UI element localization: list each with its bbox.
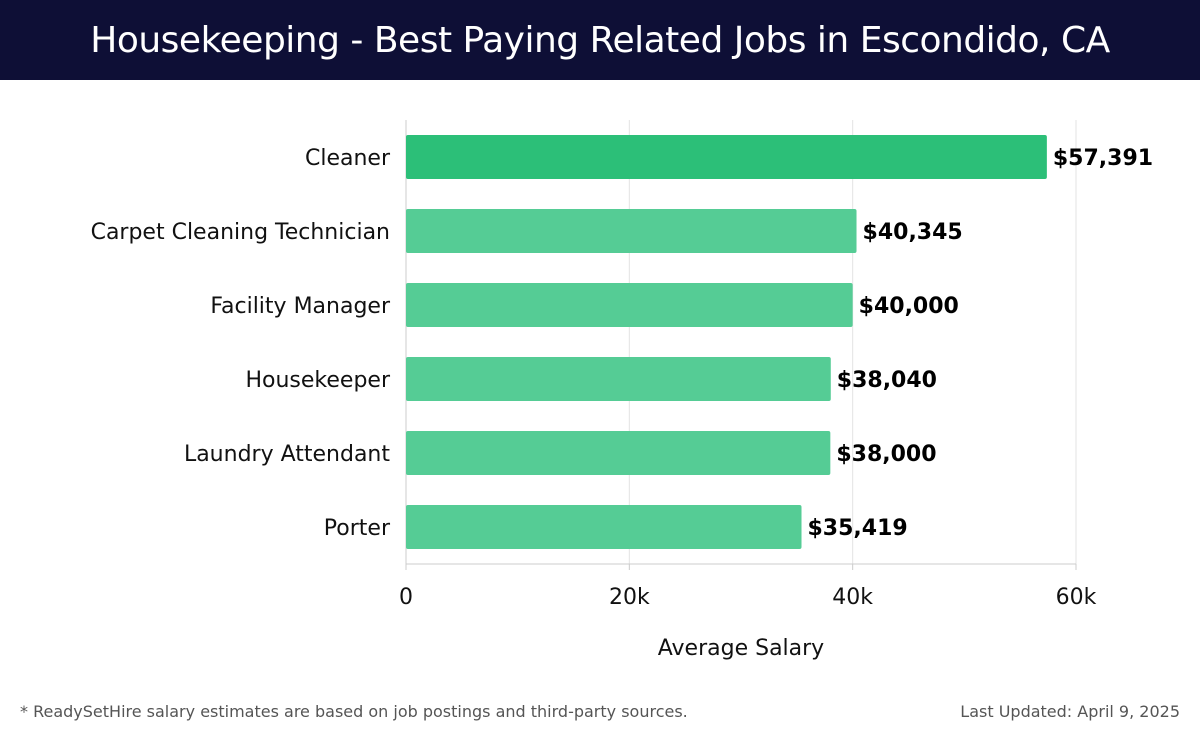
data-label: $40,345 xyxy=(863,220,963,245)
bar xyxy=(406,283,853,327)
category-label: Housekeeper xyxy=(245,368,390,393)
bar xyxy=(406,431,831,475)
x-tick-label: 60k xyxy=(1056,585,1097,610)
category-label: Carpet Cleaning Technician xyxy=(91,220,390,245)
data-label: $38,000 xyxy=(836,442,936,467)
bar xyxy=(406,505,802,549)
x-tick-label: 20k xyxy=(609,585,650,610)
bar-chart: 0 20k 40k 60k Cleaner $57,391 Carpet Cleaning … xyxy=(91,120,1153,661)
chart-header: Housekeeping - Best Paying Related Jobs … xyxy=(0,0,1200,80)
data-label: $57,391 xyxy=(1053,146,1153,171)
data-label: $38,040 xyxy=(837,368,937,393)
bar xyxy=(406,357,831,401)
category-label: Facility Manager xyxy=(210,294,391,319)
category-label: Cleaner xyxy=(305,146,391,171)
category-label: Laundry Attendant xyxy=(184,442,390,467)
data-label: $40,000 xyxy=(859,294,959,319)
data-label: $35,419 xyxy=(808,516,908,541)
last-updated: Last Updated: April 9, 2025 xyxy=(960,702,1180,721)
bar xyxy=(406,209,857,253)
bar xyxy=(406,135,1047,179)
chart-title: Housekeeping - Best Paying Related Jobs … xyxy=(90,19,1110,61)
x-axis-title: Average Salary xyxy=(658,636,824,661)
x-tick-label: 0 xyxy=(399,585,413,610)
category-label: Porter xyxy=(324,516,391,541)
source-note: * ReadySetHire salary estimates are base… xyxy=(20,702,688,721)
x-tick-label: 40k xyxy=(832,585,873,610)
